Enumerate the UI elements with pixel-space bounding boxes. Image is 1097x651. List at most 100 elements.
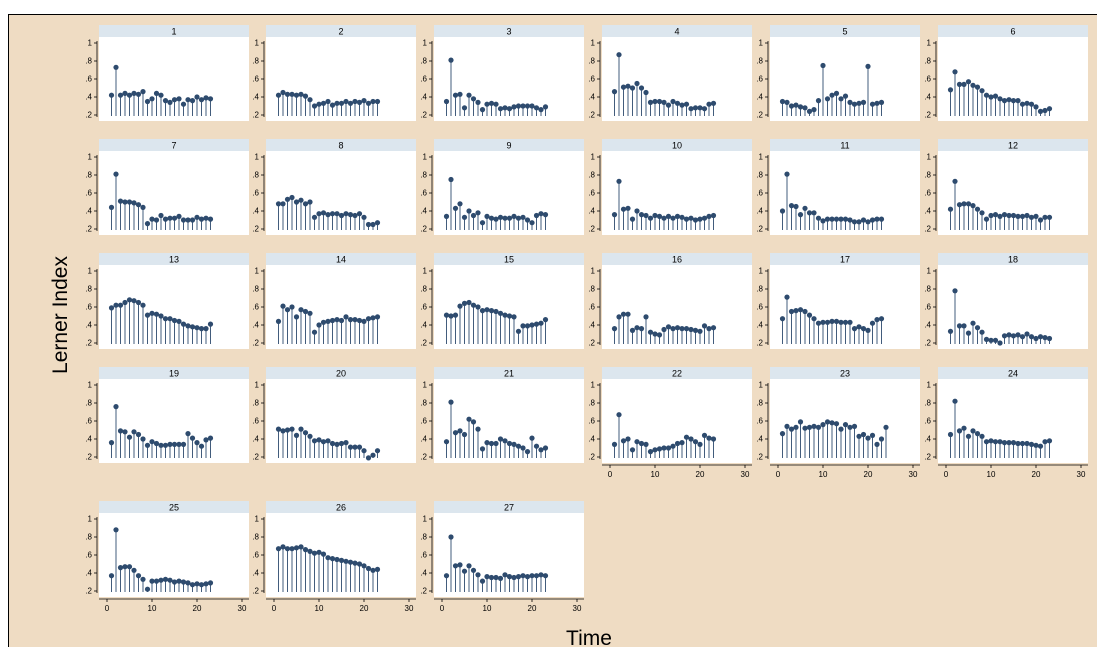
y-tick-label: .8 bbox=[924, 399, 931, 408]
data-point bbox=[289, 426, 295, 432]
y-tick-label: .8 bbox=[756, 399, 763, 408]
data-point bbox=[838, 319, 844, 325]
panel-header bbox=[434, 367, 584, 379]
data-point bbox=[289, 546, 295, 552]
data-point bbox=[652, 98, 658, 105]
data-point bbox=[625, 205, 631, 211]
data-point bbox=[988, 94, 994, 100]
data-point bbox=[806, 424, 813, 430]
data-point bbox=[656, 446, 663, 452]
data-point bbox=[365, 221, 372, 228]
y-tick-label: .4 bbox=[756, 207, 763, 216]
y-tick-label: 1 bbox=[759, 153, 764, 162]
data-point bbox=[144, 312, 151, 318]
y-tick-label: 1 bbox=[759, 267, 764, 276]
y-tick-label: .2 bbox=[420, 339, 427, 348]
data-point bbox=[374, 566, 381, 573]
data-point bbox=[847, 99, 853, 105]
data-point bbox=[1019, 101, 1026, 107]
data-point bbox=[634, 80, 640, 87]
data-point bbox=[878, 99, 885, 105]
data-point bbox=[1024, 331, 1030, 337]
panel-background bbox=[938, 25, 1088, 121]
data-point bbox=[533, 321, 540, 327]
data-point bbox=[779, 316, 786, 322]
data-point bbox=[947, 431, 954, 438]
data-point bbox=[329, 317, 336, 324]
data-point bbox=[1046, 438, 1053, 444]
data-point bbox=[865, 435, 871, 441]
data-point bbox=[194, 581, 200, 587]
data-point bbox=[203, 95, 209, 101]
data-point bbox=[815, 215, 822, 221]
data-point bbox=[189, 98, 196, 104]
panel-header bbox=[434, 253, 584, 265]
data-point bbox=[1024, 100, 1030, 106]
data-point bbox=[793, 102, 799, 108]
y-tick-label: 1 bbox=[255, 153, 260, 162]
data-point bbox=[140, 436, 146, 442]
data-point bbox=[370, 98, 376, 105]
x-tick-label: 20 bbox=[193, 604, 202, 613]
data-point bbox=[493, 101, 499, 107]
data-point bbox=[1046, 335, 1053, 342]
y-tick-label: .2 bbox=[252, 225, 259, 234]
data-point bbox=[878, 316, 885, 322]
y-tick-label: 1 bbox=[88, 267, 93, 276]
data-point bbox=[302, 547, 309, 553]
y-tick-label: .4 bbox=[85, 435, 92, 444]
data-point bbox=[198, 326, 205, 332]
data-point bbox=[176, 441, 182, 447]
data-point bbox=[374, 448, 381, 454]
data-point bbox=[370, 315, 376, 321]
data-point bbox=[108, 573, 115, 579]
data-point bbox=[1037, 443, 1044, 449]
data-point bbox=[325, 98, 331, 105]
data-point bbox=[538, 447, 544, 453]
y-tick-label: .6 bbox=[420, 417, 427, 426]
graph-region: 1.2.4.6.8 1 2.2.4.6.8 1 3.2.4.6.8 1 4.2.4.6.8 1… bbox=[8, 14, 1097, 650]
y-tick-label: .6 bbox=[420, 189, 427, 198]
data-point bbox=[149, 310, 155, 316]
data-point bbox=[361, 318, 367, 324]
data-point bbox=[802, 425, 808, 431]
data-point bbox=[334, 100, 340, 106]
data-point bbox=[329, 211, 336, 217]
panel-title: 5 bbox=[842, 27, 847, 37]
panel-background bbox=[266, 367, 416, 463]
data-point bbox=[974, 206, 981, 212]
data-point bbox=[497, 436, 504, 442]
data-point bbox=[670, 215, 676, 221]
data-point bbox=[838, 426, 844, 432]
panel-header bbox=[938, 139, 1088, 151]
y-tick-label: .2 bbox=[588, 339, 595, 348]
data-point bbox=[679, 102, 685, 108]
data-point bbox=[1024, 212, 1030, 219]
y-tick-label: .2 bbox=[85, 587, 92, 596]
data-point bbox=[979, 329, 985, 335]
data-point bbox=[466, 416, 472, 422]
data-point bbox=[970, 428, 976, 434]
y-tick-label: .4 bbox=[924, 435, 931, 444]
data-point bbox=[811, 210, 817, 216]
data-point bbox=[1015, 440, 1021, 447]
data-point bbox=[533, 443, 540, 449]
data-point bbox=[298, 91, 304, 97]
y-tick-label: 1 bbox=[255, 381, 260, 390]
y-tick-label: .6 bbox=[252, 417, 259, 426]
data-point bbox=[293, 199, 300, 205]
y-tick-label: .4 bbox=[756, 321, 763, 330]
data-point bbox=[493, 440, 499, 447]
data-point bbox=[365, 100, 372, 106]
data-point bbox=[838, 96, 844, 102]
data-point bbox=[484, 213, 490, 219]
data-point bbox=[710, 212, 717, 219]
y-tick-label: .4 bbox=[252, 321, 259, 330]
data-point bbox=[806, 210, 813, 216]
data-point bbox=[643, 89, 649, 96]
data-point bbox=[833, 90, 840, 96]
data-point bbox=[185, 431, 191, 437]
panel-14: 14 .2 .4 .6 .8 1 bbox=[252, 253, 416, 349]
data-point bbox=[497, 310, 504, 316]
y-tick-label: .4 bbox=[252, 207, 259, 216]
